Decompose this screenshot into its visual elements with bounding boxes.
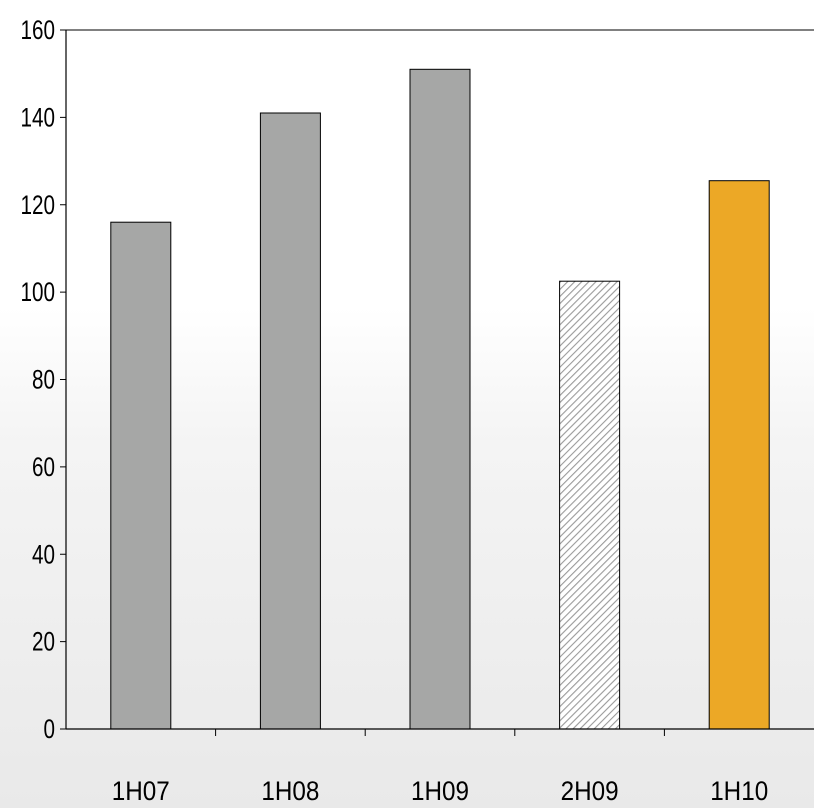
- y-tick-label: 160: [21, 15, 56, 45]
- y-tick-label: 40: [32, 539, 55, 569]
- y-tick-label: 60: [32, 452, 55, 482]
- y-tick-label: 0: [44, 714, 56, 744]
- y-tick-labels: 0 20 40 60 80 100 120 140 160: [21, 15, 56, 744]
- y-tick-label: 80: [32, 365, 55, 395]
- axes-group: [60, 29, 814, 736]
- bar-1h10: [708, 180, 770, 730]
- bars-group: [110, 68, 770, 730]
- y-tick-label: 100: [21, 277, 56, 307]
- bar-1h09: [409, 68, 471, 730]
- bar-1h08: [259, 112, 321, 730]
- x-tick-labels: 1H07 1H08 1H09 2H09 1H10: [112, 776, 768, 806]
- x-tick-label: 1H09: [411, 776, 469, 806]
- bar-2h09: [559, 280, 621, 730]
- x-tick-label: 1H08: [261, 776, 319, 806]
- y-tick-label: 20: [32, 627, 55, 657]
- bar-1h07: [110, 221, 172, 730]
- y-tick-label: 120: [21, 190, 56, 220]
- x-tick-label: 1H07: [112, 776, 170, 806]
- x-tick-label: 2H09: [561, 776, 619, 806]
- x-tick-label: 1H10: [710, 776, 768, 806]
- y-tick-label: 140: [21, 102, 56, 132]
